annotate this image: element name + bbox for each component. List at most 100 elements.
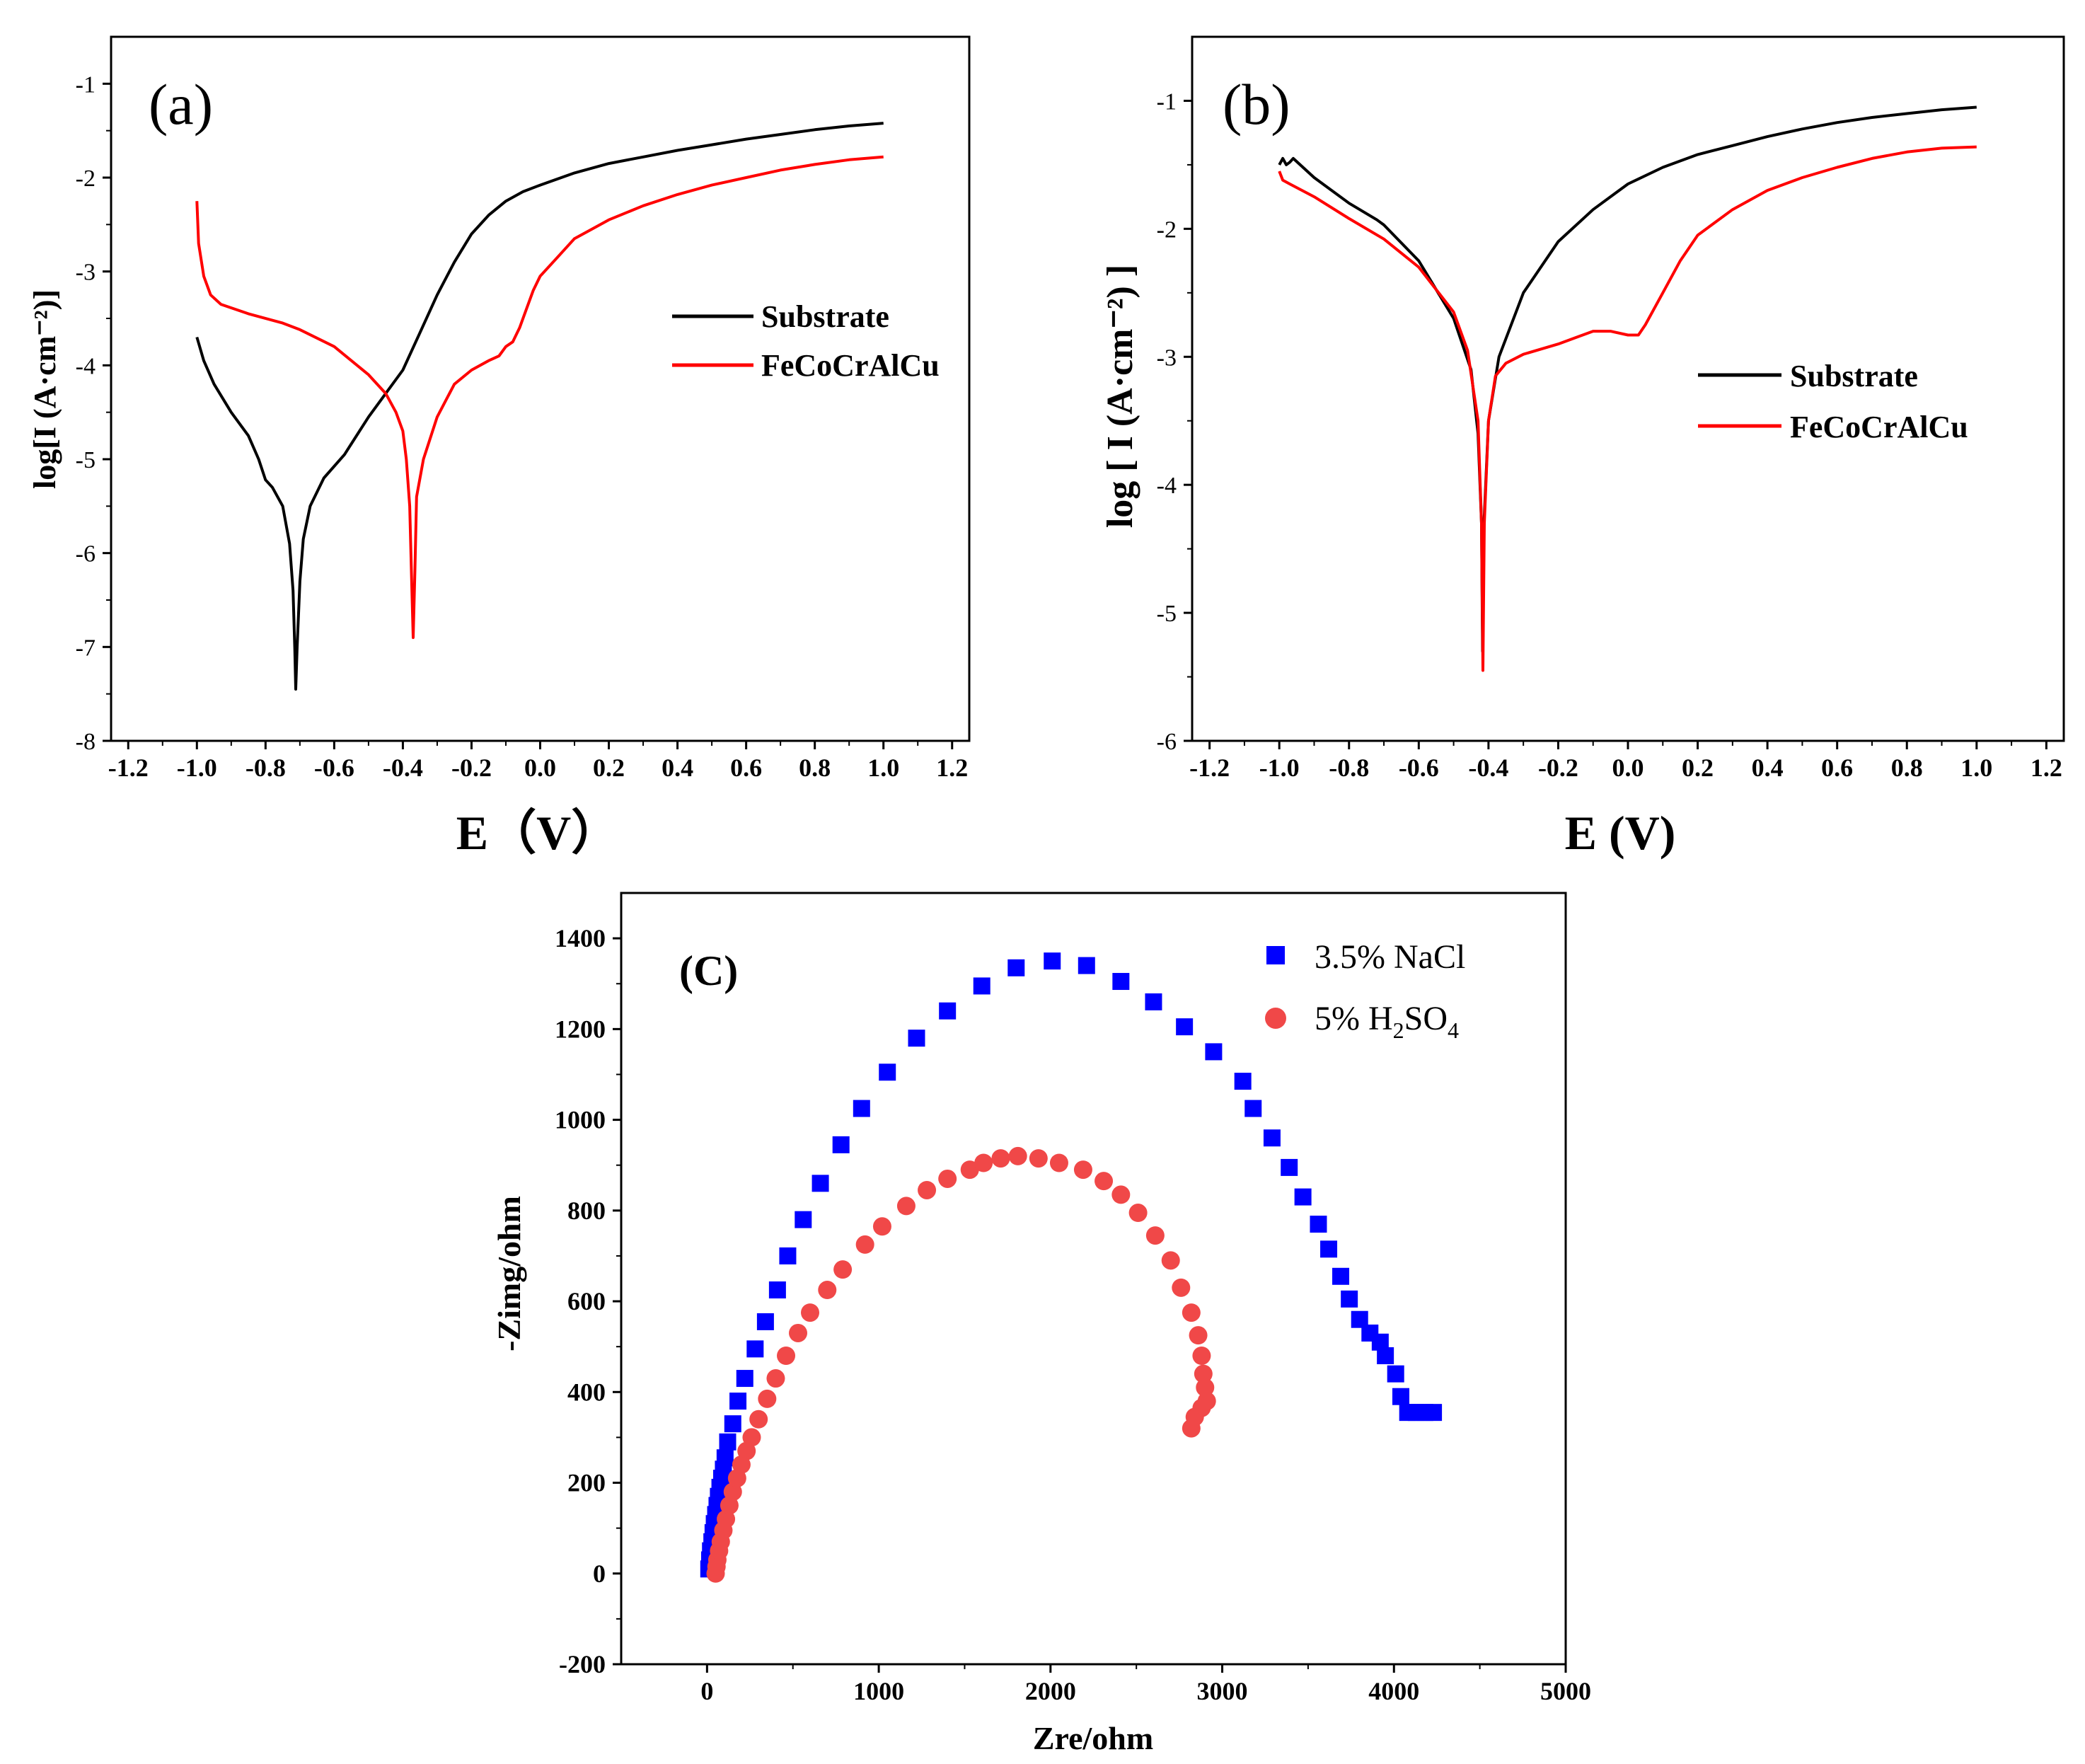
panel-c-x-tick-label: 4000: [1368, 1677, 1419, 1705]
panel-b-x-tick-label: -0.2: [1538, 754, 1578, 782]
panel-c-chart: 0 1000 2000 3000 4000 5000 -200 0 200 400 600 800 1…: [491, 892, 1591, 1756]
panel-a-x-tick-label: 1.0: [867, 754, 899, 782]
panel-c-series-5-h2so4-point: [818, 1281, 837, 1300]
panel-b-x-tick-label: -1.0: [1259, 754, 1300, 782]
panel-a-series-substrate-line: [195, 122, 884, 691]
panel-c-series-5-h2so4-point: [1161, 1251, 1180, 1270]
panel-c-series-3-5-nacl-point: [724, 1415, 741, 1433]
panel-c-series-5-h2so4-point: [749, 1410, 768, 1429]
panel-c-series-5-h2so4-point: [1128, 1204, 1148, 1223]
panel-c-legend-h2so4: 5% H2SO4: [1315, 1000, 1459, 1043]
panel-c-y-tick-label: 800: [567, 1197, 606, 1225]
panel-a-x-tick-label: 0.8: [799, 754, 831, 782]
panel-c-series-3-5-nacl-point: [1392, 1388, 1409, 1405]
panel-c-series-5-h2so4-point: [938, 1169, 957, 1188]
panel-c-series-5-h2so4-point: [1145, 1226, 1165, 1245]
panel-c-series-3-5-nacl-point: [1044, 952, 1061, 970]
panel-c-series-3-5-nacl-point: [1244, 1100, 1262, 1117]
panel-c-series-3-5-nacl-point: [1263, 1129, 1281, 1147]
panel-a-y-axis-title: log[I (A·cm⁻²)]: [28, 289, 62, 489]
panel-c-series-5-h2so4-point: [1111, 1185, 1131, 1204]
panel-c-series-3-5-nacl-point: [1078, 957, 1095, 974]
panel-a-y-tick-label: -1: [76, 71, 96, 98]
panel-a-x-tick-label: 0.4: [662, 754, 693, 782]
panel-c-legend-nacl-marker: [1266, 946, 1285, 964]
panel-c-series-5-h2so4-point: [1073, 1160, 1092, 1180]
panel-a-x-tick-label: -0.8: [246, 754, 286, 782]
panel-c-series-5-h2so4-point: [1029, 1149, 1048, 1168]
panel-a-legend-fecocralcu: FeCoCrAlCu: [761, 348, 940, 383]
panel-b-x-tick-label: 1.0: [1960, 754, 1992, 782]
panel-c-series-5-h2so4-point: [1194, 1364, 1213, 1383]
panel-c-series-3-5-nacl-point: [1281, 1158, 1298, 1176]
panel-c-series-3-5-nacl-point: [746, 1340, 764, 1358]
panel-a-legend-substrate: Substrate: [761, 299, 889, 334]
panel-a-y-tick-label: -4: [76, 353, 96, 379]
panel-c-series-3-5-nacl-point: [756, 1313, 774, 1330]
panel-a-x-tick-label: 1.2: [936, 754, 968, 782]
panel-c-series-5-h2so4-point: [872, 1217, 891, 1236]
panel-c-series-3-5-nacl-point: [716, 1449, 734, 1467]
panel-c-y-axis-title: -Zimg/ohm: [491, 1196, 527, 1351]
panel-c-series-5-h2so4-point: [896, 1197, 916, 1216]
panel-c-series-3-5-nacl-point: [879, 1063, 896, 1081]
panel-a-x-tick-label: 0.0: [524, 754, 556, 782]
panel-a-y-tick-label: -5: [76, 447, 96, 473]
panel-c-series-3-5-nacl-point: [719, 1433, 737, 1451]
panel-b-label: (b): [1223, 72, 1290, 137]
panel-b-x-tick-label: 0.2: [1682, 754, 1714, 782]
panel-c-y-tick-label: 200: [567, 1469, 606, 1497]
panel-c-y-tick-label: 400: [567, 1378, 606, 1406]
panel-b-x-tick-label: 1.2: [2031, 754, 2062, 782]
panel-c-series-3-5-nacl-point: [1205, 1043, 1223, 1061]
panel-c-series-3-5-nacl-point: [908, 1030, 925, 1047]
panel-c-series-5-h2so4-point: [766, 1369, 785, 1388]
panel-c-series-3-5-nacl-point: [1310, 1216, 1327, 1233]
panel-a-x-tick-label: -1.2: [108, 754, 149, 782]
panel-c-series-3-5-nacl-point: [1007, 959, 1025, 976]
panel-c-x-tick-label: 1000: [853, 1677, 904, 1705]
panel-c-series-5-h2so4-point: [918, 1180, 937, 1199]
panel-a-chart: -1.2 -1.0 -0.8 -0.6 -0.4 -0.2 0.0 0.2 0.4 0.6 0.8 1…: [28, 35, 971, 860]
panel-a-plot-frame: [110, 35, 971, 742]
panel-c-series-3-5-nacl-point: [832, 1136, 850, 1153]
panel-a-label: (a): [149, 72, 213, 137]
panel-c-series-3-5-nacl-point: [853, 1100, 870, 1117]
panel-a-y-tick-label: -6: [76, 541, 96, 567]
panel-c-plot-frame: [620, 892, 1567, 1666]
panel-c-series-3-5-nacl-point: [1332, 1267, 1350, 1285]
panel-c-series-3-5-nacl-point: [779, 1247, 797, 1264]
panel-b-x-tick-label: -0.8: [1329, 754, 1369, 782]
panel-c-series-5-h2so4-point: [960, 1160, 979, 1180]
panel-c-series-5-h2so4-point: [1182, 1303, 1201, 1322]
panel-c-series-3-5-nacl-point: [795, 1211, 812, 1228]
panel-b-y-tick-label: -1: [1157, 88, 1177, 115]
panel-c-series-5-h2so4-point: [855, 1235, 874, 1254]
panel-c-series-3-5-nacl-point: [973, 977, 990, 995]
panel-b-x-tick-label: -0.6: [1399, 754, 1439, 782]
panel-a-x-tick-label: -0.4: [383, 754, 423, 782]
panel-c-series-5-h2so4-point: [991, 1149, 1010, 1168]
panel-b-y-tick-label: -5: [1157, 601, 1177, 627]
panel-b-x-tick-label: -0.4: [1468, 754, 1508, 782]
panel-c-series-3-5-nacl-point: [812, 1175, 829, 1192]
panel-c-x-tick-label: 5000: [1540, 1677, 1591, 1705]
panel-c-series-3-5-nacl-point: [736, 1370, 753, 1388]
panel-a-x-tick-label: -0.6: [314, 754, 354, 782]
panel-c-series-5-h2so4-point: [833, 1260, 853, 1279]
panel-c-series-5-h2so4-point: [1049, 1153, 1068, 1172]
panel-c-y-tick-label: 600: [567, 1287, 606, 1315]
panel-c-series-5-h2so4-point: [777, 1347, 796, 1365]
panel-b-y-tick-label: -2: [1157, 217, 1177, 243]
panel-c-series-3-5-nacl-point: [1320, 1240, 1338, 1258]
panel-a-series-fecocralcu-line: [195, 155, 884, 640]
panel-c-x-tick-label: 2000: [1025, 1677, 1076, 1705]
panel-c-series-3-5-nacl-point: [1145, 993, 1162, 1010]
panel-c-series-5-h2so4-point: [1182, 1419, 1201, 1438]
panel-c-y-tick-label: 1400: [555, 924, 606, 952]
panel-a-x-tick-label: -0.2: [451, 754, 492, 782]
panel-c-series-5-h2so4-point: [758, 1389, 777, 1408]
panel-c-series-5-h2so4-point: [742, 1428, 761, 1447]
panel-c-series-5-h2so4-point: [1189, 1326, 1208, 1345]
panel-c-label: (C): [679, 947, 738, 994]
